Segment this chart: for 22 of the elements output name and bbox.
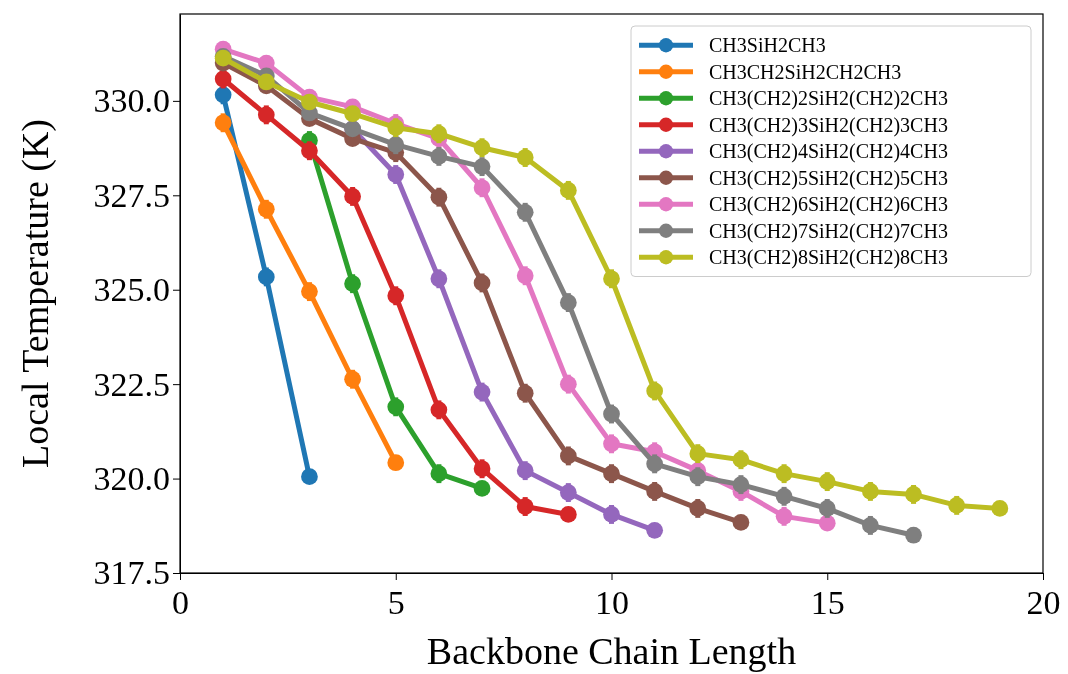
legend-label: CH3(CH2)8SiH2(CH2)8CH3 bbox=[709, 246, 948, 270]
x-axis-title: Backbone Chain Length bbox=[426, 630, 797, 672]
y-tick-label: 327.5 bbox=[93, 176, 170, 214]
legend-label: CH3(CH2)4SiH2(CH2)4CH3 bbox=[709, 140, 948, 164]
legend-label: CH3(CH2)3SiH2(CH2)3CH3 bbox=[709, 113, 948, 137]
x-tick-label: 20 bbox=[1026, 583, 1061, 621]
legend-label: CH3(CH2)7SiH2(CH2)7CH3 bbox=[709, 219, 948, 243]
x-tick-label: 5 bbox=[387, 583, 405, 621]
legend-label: CH3CH2SiH2CH2CH3 bbox=[709, 60, 902, 83]
y-axis-title: Local Temperature (K) bbox=[14, 118, 57, 469]
legend-label: CH3SiH2CH3 bbox=[709, 34, 826, 57]
legend-label: CH3(CH2)5SiH2(CH2)5CH3 bbox=[709, 166, 948, 190]
y-tick-label: 325.0 bbox=[93, 271, 170, 309]
y-tick-label: 317.5 bbox=[93, 554, 170, 592]
y-tick-label: 330.0 bbox=[93, 82, 170, 120]
legend-label: CH3(CH2)2SiH2(CH2)2CH3 bbox=[709, 87, 948, 111]
x-tick-label: 15 bbox=[810, 583, 845, 621]
y-tick-label: 322.5 bbox=[93, 365, 170, 403]
y-tick-label: 320.0 bbox=[93, 459, 170, 497]
x-tick-label: 10 bbox=[595, 583, 629, 621]
x-tick-label: 0 bbox=[172, 583, 189, 621]
legend-label: CH3(CH2)6SiH2(CH2)6CH3 bbox=[709, 193, 948, 217]
